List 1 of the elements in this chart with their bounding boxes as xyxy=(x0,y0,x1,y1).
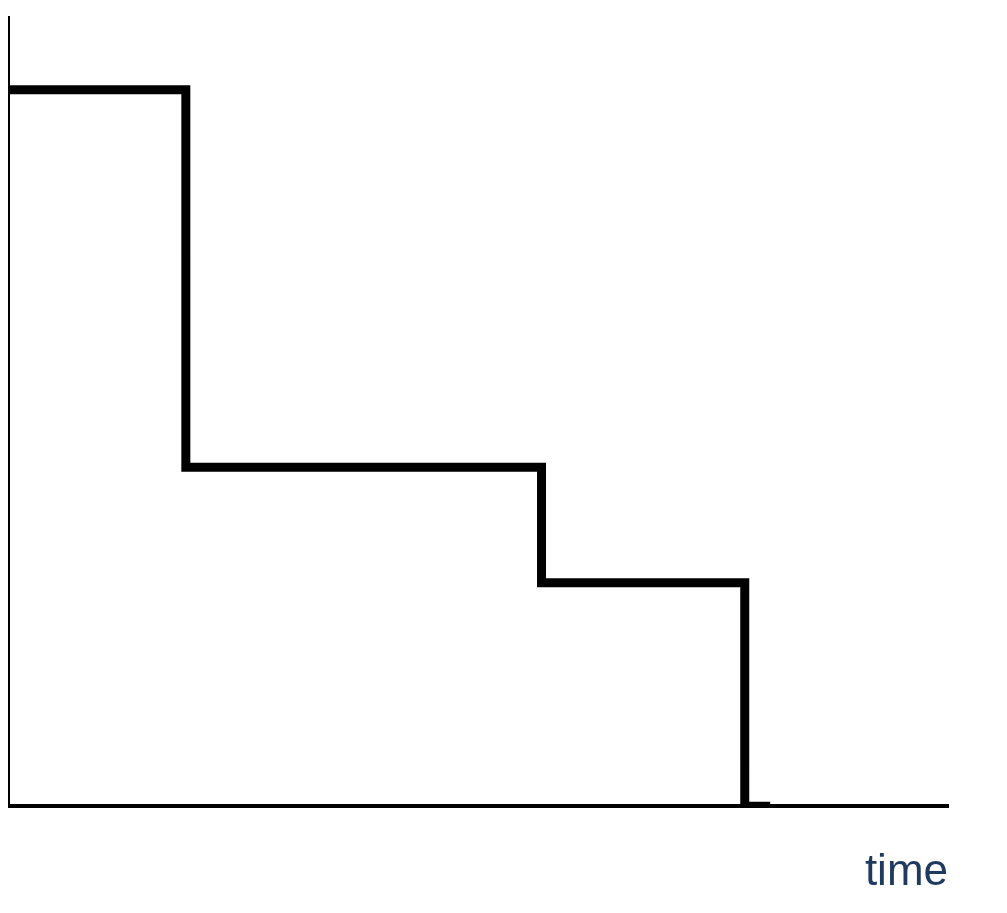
x-axis-title: time xyxy=(864,844,948,894)
